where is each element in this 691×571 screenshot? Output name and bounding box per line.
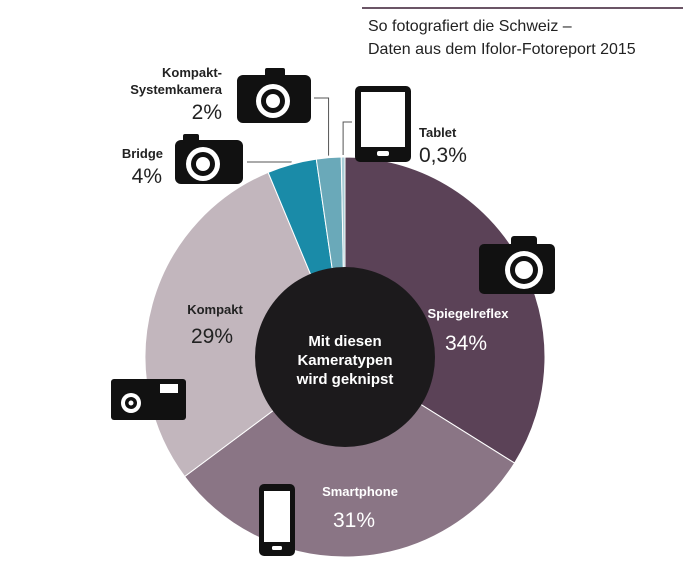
slice-label-smartphone: Smartphone [322, 484, 398, 499]
slice-value-spiegelreflex: 34% [445, 332, 487, 355]
slice-label-spiegelreflex: Spiegelreflex [428, 306, 510, 321]
slice-label-systemkamera-line2: Systemkamera [130, 82, 223, 97]
center-label-line2: Kameratypen [297, 352, 392, 369]
chart-title-line1: So fotografiert die Schweiz – [368, 18, 572, 35]
slice-value-kompakt: 29% [191, 325, 233, 348]
slice-value-systemkamera: 2% [192, 101, 222, 124]
slice-label-kompakt: Kompakt [187, 302, 243, 317]
center-label-line3: wird geknipst [296, 371, 394, 388]
center-disc [255, 267, 435, 447]
leader-lines [247, 97, 352, 163]
slice-value-bridge: 4% [132, 165, 162, 188]
slice-label-systemkamera-line1: Kompakt- [162, 65, 222, 80]
center-label-line1: Mit diesen [308, 333, 381, 350]
slice-value-tablet: 0,3% [419, 144, 467, 167]
tablet-icon [355, 86, 411, 162]
system-camera-icon [237, 68, 311, 123]
chart-title-line2: Daten aus dem Ifolor-Fotoreport 2015 [368, 41, 636, 58]
leader-tablet [342, 121, 352, 156]
leader-systemkamera [314, 97, 330, 156]
slice-label-tablet: Tablet [419, 125, 457, 140]
slice-kompakt [144, 171, 346, 478]
slice-value-smartphone: 31% [333, 509, 375, 532]
dslr-camera-icon [479, 236, 555, 294]
bridge-camera-icon [175, 134, 243, 184]
compact-camera-icon [111, 379, 186, 420]
slice-label-bridge: Bridge [122, 146, 163, 161]
smartphone-icon [259, 484, 295, 556]
